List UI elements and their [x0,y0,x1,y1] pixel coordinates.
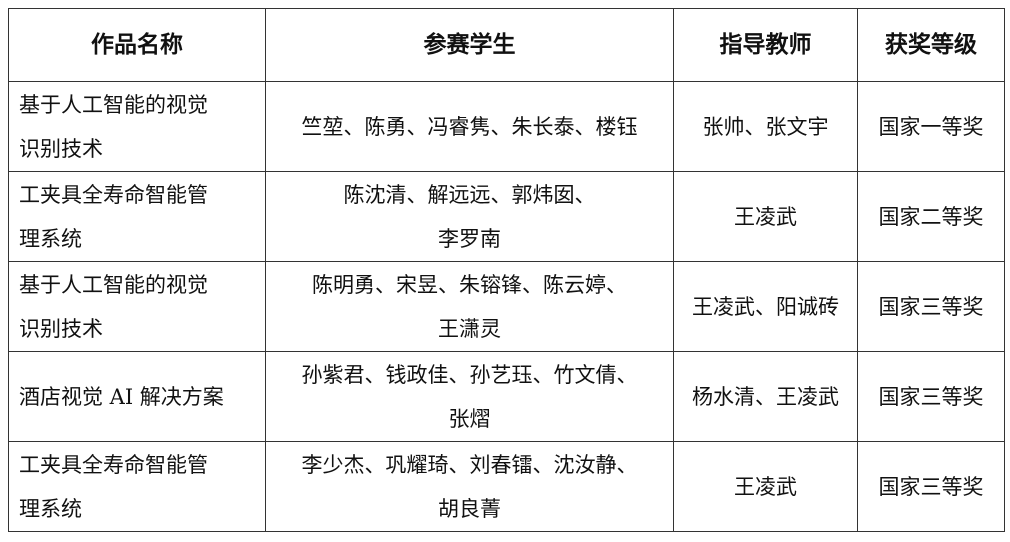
work-name-cell: 酒店视觉 AI 解决方案 [8,351,266,442]
award-cell: 国家一等奖 [857,81,1005,172]
header-teachers: 指导教师 [673,8,858,82]
table-row: 工夹具全寿命智能管 理系统 李少杰、巩耀琦、刘春镭、沈汝静、 胡良菁 王凌武 国家三等奖 [8,441,1005,532]
students-cell-line: 孙紫君、钱政佳、孙艺珏、竹文倩、 [301,362,638,387]
header-row: 作品名称 参赛学生 指导教师 获奖等级 [8,8,1005,82]
teachers-cell: 王凌武 [673,441,858,532]
work-name-cell-line: 酒店视觉 AI 解决方案 [19,384,224,409]
teachers-cell: 张帅、张文宇 [673,81,858,172]
table-row: 工夹具全寿命智能管 理系统 陈沈清、解远远、郭炜囡、 李罗南 王凌武 国家二等奖 [8,171,1005,262]
table-row: 基于人工智能的视觉 识别技术 陈明勇、宋昱、朱镕锋、陈云婷、 王潇灵 王凌武、阳诚砖 国家… [8,261,1005,352]
work-name-cell: 工夹具全寿命智能管 理系统 [8,441,266,532]
teachers-cell: 王凌武、阳诚砖 [673,261,858,352]
header-award: 获奖等级 [857,8,1005,82]
students-cell: 李少杰、巩耀琦、刘春镭、沈汝静、 胡良菁 [265,441,674,532]
award-cell: 国家三等奖 [857,441,1005,532]
work-name-cell: 工夹具全寿命智能管 理系统 [8,171,266,262]
students-cell-line: 王潇灵 [438,316,501,341]
students-cell-line: 张熠 [448,406,491,431]
teachers-cell: 杨水清、王凌武 [673,351,858,442]
work-name-cell-line: 识别技术 [19,316,103,341]
students-cell-line: 陈明勇、宋昱、朱镕锋、陈云婷、 [312,272,627,297]
students-cell-line: 李罗南 [438,226,501,251]
work-name-cell-line: 理系统 [19,496,82,521]
students-cell-line: 李少杰、巩耀琦、刘春镭、沈汝静、 [301,452,638,477]
students-cell-line: 胡良菁 [438,496,501,521]
header-work: 作品名称 [8,8,266,82]
work-name-cell-line: 基于人工智能的视觉 [19,92,208,117]
work-name-cell-line: 工夹具全寿命智能管 [19,182,208,207]
work-name-cell-line: 识别技术 [19,136,103,161]
work-name-cell-line: 基于人工智能的视觉 [19,272,208,297]
award-cell: 国家三等奖 [857,261,1005,352]
award-cell: 国家三等奖 [857,351,1005,442]
students-cell-line: 陈沈清、解远远、郭炜囡、 [343,182,596,207]
students-cell: 竺堃、陈勇、冯睿隽、朱长泰、楼钰 [265,81,674,172]
work-name-cell-line: 工夹具全寿命智能管 [19,452,208,477]
table-row: 基于人工智能的视觉 识别技术 竺堃、陈勇、冯睿隽、朱长泰、楼钰 张帅、张文宇 国家一等奖 [8,81,1005,172]
work-name-cell-line: 理系统 [19,226,82,251]
table-row: 酒店视觉 AI 解决方案 孙紫君、钱政佳、孙艺珏、竹文倩、 张熠 杨水清、王凌武 国家三… [8,351,1005,442]
students-cell: 陈明勇、宋昱、朱镕锋、陈云婷、 王潇灵 [265,261,674,352]
award-cell: 国家二等奖 [857,171,1005,262]
teachers-cell: 王凌武 [673,171,858,262]
students-cell: 孙紫君、钱政佳、孙艺珏、竹文倩、 张熠 [265,351,674,442]
header-students: 参赛学生 [265,8,674,82]
awards-table: 作品名称 参赛学生 指导教师 获奖等级 基于人工智能的视觉 识别技术 竺堃、陈勇、冯… [8,8,1005,532]
work-name-cell: 基于人工智能的视觉 识别技术 [8,81,266,172]
students-cell: 陈沈清、解远远、郭炜囡、 李罗南 [265,171,674,262]
students-cell-line: 竺堃、陈勇、冯睿隽、朱长泰、楼钰 [301,114,638,139]
work-name-cell: 基于人工智能的视觉 识别技术 [8,261,266,352]
